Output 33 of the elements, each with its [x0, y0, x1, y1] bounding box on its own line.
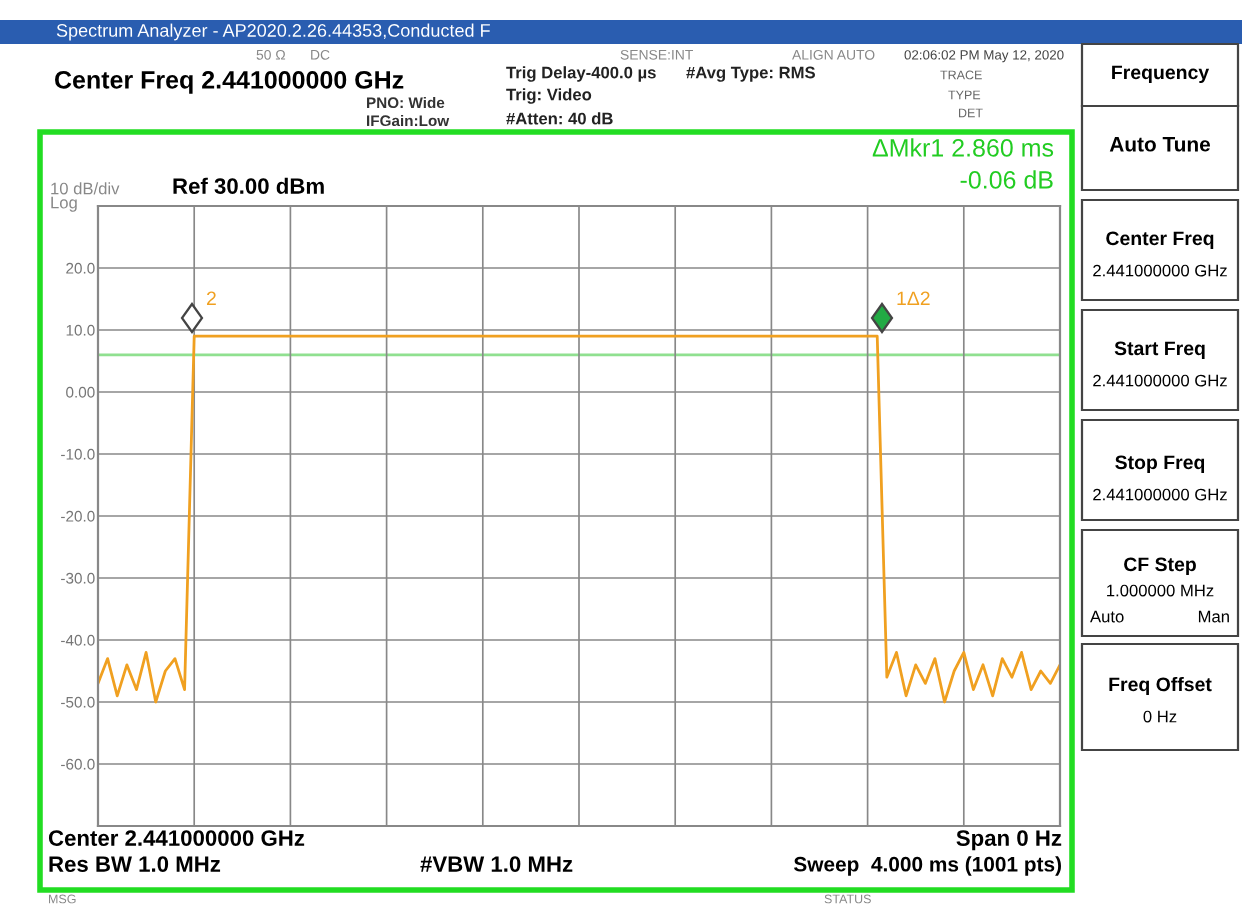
- text: Stop Freq: [1115, 455, 1205, 474]
- text: Center 2.441000000 GHz: [48, 830, 305, 846]
- text: 2.441000000 GHz: [1093, 488, 1227, 501]
- text: Sweep 4.000 ms (1001 pts): [793, 856, 1061, 876]
- text: #Avg Type: RMS: [686, 66, 815, 82]
- text: 2.441000000 GHz: [1093, 264, 1227, 277]
- annotation: 1Δ2: [897, 291, 930, 306]
- line-series: [98, 334, 1060, 704]
- annotation: 2: [206, 291, 216, 306]
- text: 0 Hz: [1143, 710, 1177, 723]
- text: Log: [51, 196, 77, 212]
- text: Trig: Video: [506, 88, 592, 104]
- text: -0.06 dB: [960, 170, 1053, 189]
- text: #VBW 1.0 MHz: [420, 856, 573, 872]
- text: Frequency: [1112, 65, 1210, 84]
- text: CF Step: [1124, 557, 1196, 576]
- text: Man: [1198, 610, 1229, 623]
- text: 2.441000000 GHz: [1093, 374, 1227, 387]
- text: 1.000000 MHz: [1107, 584, 1214, 597]
- text: #Atten: 40 dB: [506, 112, 613, 125]
- text: Span 0 Hz: [956, 830, 1062, 851]
- text: Auto Tune: [1109, 137, 1211, 152]
- text: Ref 30.00 dBm: [173, 177, 324, 194]
- text: Center Freq 2.441000000 GHz: [55, 71, 404, 94]
- text: Freq Offset: [1109, 676, 1212, 696]
- chart-title: Spectrum Analyzer - AP2020.2.26.44353,Conducted F: [56, 23, 490, 41]
- text: Auto: [1090, 610, 1124, 623]
- text: Start Freq: [1114, 341, 1205, 360]
- text: ΔMkr1 2.860 ms: [872, 138, 1054, 157]
- text: 10 dB/div: [51, 182, 120, 195]
- text: Center Freq: [1106, 231, 1214, 250]
- text: Trig Delay-400.0 µs: [506, 66, 656, 82]
- text: Res BW 1.0 MHz: [49, 856, 221, 872]
